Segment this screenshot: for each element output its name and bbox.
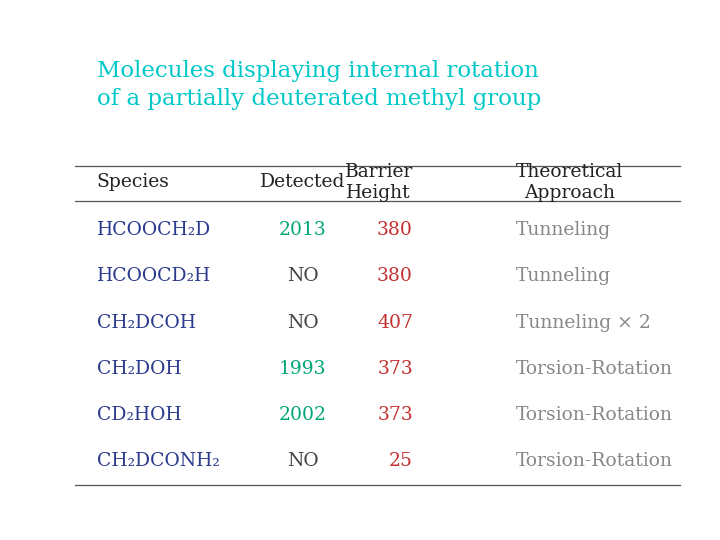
Text: Torsion-Rotation: Torsion-Rotation (516, 453, 673, 470)
Text: HCOOCH₂D: HCOOCH₂D (96, 221, 211, 239)
Text: 373: 373 (377, 406, 413, 424)
Text: HCOOCD₂H: HCOOCD₂H (96, 267, 211, 285)
Text: Torsion-Rotation: Torsion-Rotation (516, 360, 673, 378)
Text: NO: NO (287, 453, 318, 470)
Text: 373: 373 (377, 360, 413, 378)
Text: 380: 380 (377, 267, 413, 285)
Text: Tunneling: Tunneling (516, 267, 611, 285)
Text: 1993: 1993 (279, 360, 326, 378)
Text: Barrier
Height: Barrier Height (345, 163, 413, 201)
Text: Species: Species (96, 173, 169, 191)
Text: 2013: 2013 (279, 221, 327, 239)
Text: CH₂DCOH: CH₂DCOH (96, 314, 196, 332)
Text: CD₂HOH: CD₂HOH (96, 406, 181, 424)
Text: CH₂DOH: CH₂DOH (96, 360, 181, 378)
Text: Tunneling: Tunneling (516, 221, 611, 239)
Text: CH₂DCONH₂: CH₂DCONH₂ (96, 453, 220, 470)
Text: 380: 380 (377, 221, 413, 239)
Text: 407: 407 (377, 314, 413, 332)
Text: Molecules displaying internal rotation
of a partially deuterated methyl group: Molecules displaying internal rotation o… (96, 60, 541, 110)
Text: Torsion-Rotation: Torsion-Rotation (516, 406, 673, 424)
Text: Theoretical
Approach: Theoretical Approach (516, 163, 624, 201)
Text: NO: NO (287, 314, 318, 332)
Text: 2002: 2002 (279, 406, 327, 424)
Text: Tunneling × 2: Tunneling × 2 (516, 314, 651, 332)
Text: 25: 25 (389, 453, 413, 470)
Text: Detected: Detected (260, 173, 346, 191)
Text: NO: NO (287, 267, 318, 285)
